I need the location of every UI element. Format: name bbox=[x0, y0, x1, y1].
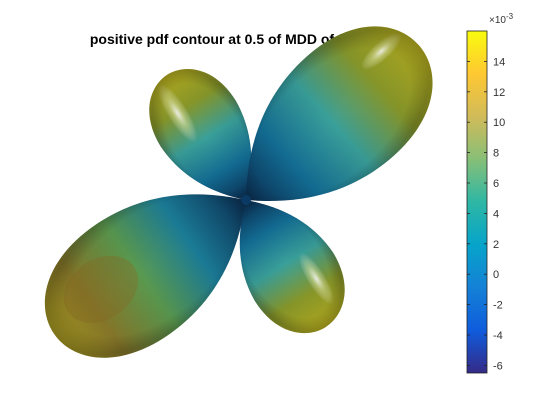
colorbar-tick-label: 4 bbox=[493, 208, 499, 220]
colorbar-tick-label: -2 bbox=[493, 300, 503, 312]
lobe-center bbox=[241, 195, 251, 205]
lobe-upper-left bbox=[149, 68, 252, 200]
colorbar-tick-label: 14 bbox=[493, 56, 505, 68]
colorbar-tick-label: 10 bbox=[493, 117, 505, 129]
colorbar-tick-label: 2 bbox=[493, 239, 499, 251]
colorbar-exponent: ×10-3 bbox=[489, 12, 514, 26]
pdf-contour-surface[interactable] bbox=[0, 0, 460, 420]
colorbar-gradient bbox=[466, 30, 488, 374]
colorbar-tick-label: -6 bbox=[493, 360, 503, 372]
lobe-lower-right bbox=[239, 200, 345, 334]
colorbar-tick-label: 6 bbox=[493, 178, 499, 190]
lobe-lower-left bbox=[44, 194, 246, 358]
colorbar-tick-label: 8 bbox=[493, 148, 499, 160]
colorbar-tick-label: 12 bbox=[493, 87, 505, 99]
lobe-upper-right bbox=[246, 26, 433, 201]
colorbar-ticks: 14 12 10 8 6 4 2 0 -2 -4 -6 bbox=[467, 56, 505, 372]
colorbar-tick-label: 0 bbox=[493, 269, 499, 281]
colorbar-tick-label: -4 bbox=[493, 330, 503, 342]
